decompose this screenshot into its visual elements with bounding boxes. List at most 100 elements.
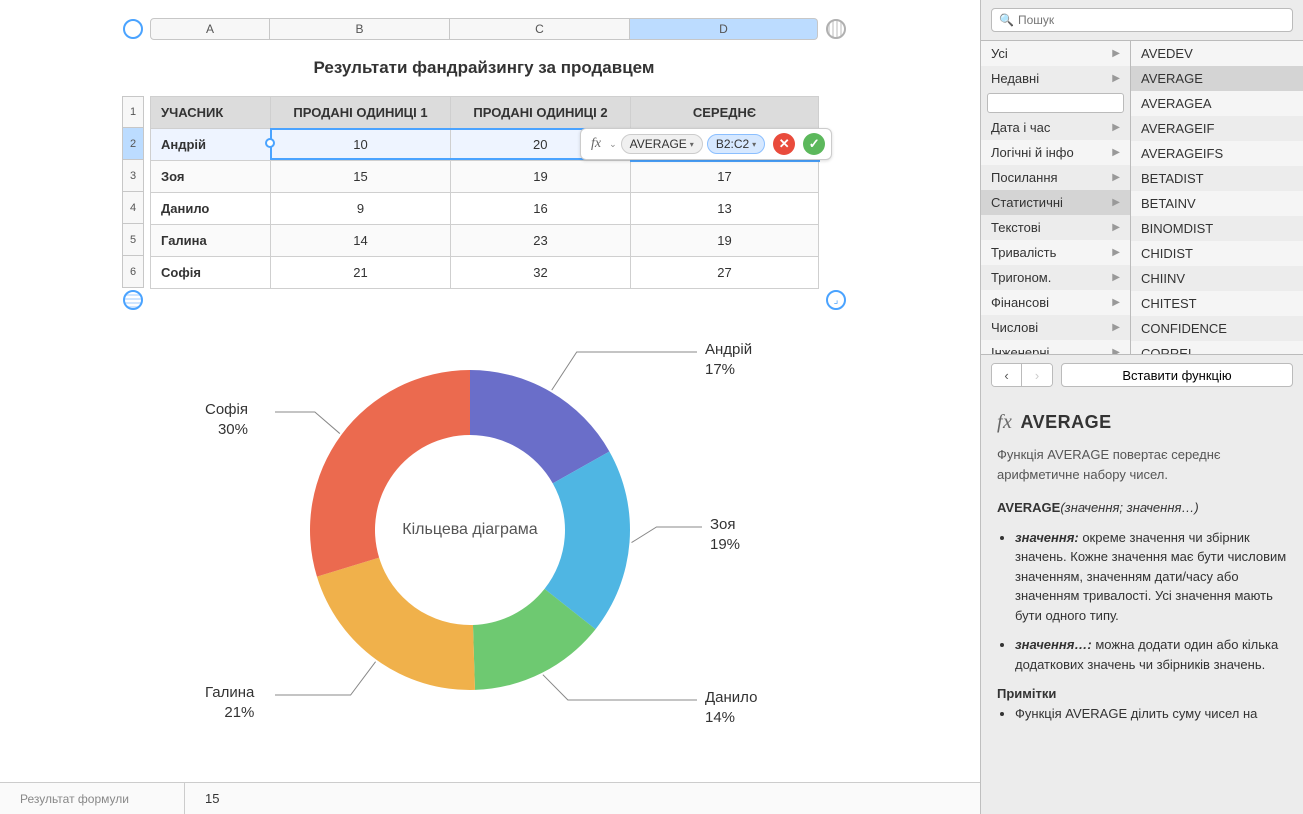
help-notes-heading: Примітки — [997, 684, 1287, 704]
column-header-b[interactable]: B — [270, 18, 450, 40]
cell[interactable]: 13 — [631, 193, 819, 225]
function-item[interactable]: CHIDIST — [1131, 241, 1303, 266]
table-header[interactable]: СЕРЕДНЄ — [631, 97, 819, 129]
cell[interactable]: Галина — [151, 225, 271, 257]
category-item[interactable]: Посилання▶ — [981, 165, 1130, 190]
category-item[interactable]: Фінансові▶ — [981, 290, 1130, 315]
function-item[interactable]: CHIINV — [1131, 266, 1303, 291]
cell[interactable]: 16 — [451, 193, 631, 225]
function-item[interactable]: CORREL — [1131, 341, 1303, 354]
row-header-6[interactable]: 6 — [122, 256, 144, 288]
cell[interactable]: 15 — [271, 161, 451, 193]
function-item[interactable]: AVEDEV — [1131, 41, 1303, 66]
chart-center-label: Кільцева діаграма — [390, 521, 550, 539]
cell[interactable]: 21 — [271, 257, 451, 289]
category-item[interactable]: Інженерні▶ — [981, 340, 1130, 354]
category-item[interactable]: Текстові▶ — [981, 215, 1130, 240]
fx-icon: fx — [997, 407, 1012, 437]
category-item[interactable]: Логічні й інфо▶ — [981, 140, 1130, 165]
chart-label: Андрій17% — [705, 340, 752, 379]
row-header-1[interactable]: 1 — [122, 96, 144, 128]
donut-slice[interactable] — [317, 558, 475, 690]
add-column-handle[interactable] — [826, 19, 846, 39]
cell[interactable]: 27 — [631, 257, 819, 289]
help-description: Функція AVERAGE повертає середнє арифмет… — [997, 445, 1287, 484]
column-header-d[interactable]: D — [630, 18, 818, 40]
chart-label: Софія30% — [205, 400, 248, 439]
formula-range-token[interactable]: B2:C2 ▾ — [707, 134, 765, 154]
insert-function-button[interactable]: Вставити функцію — [1061, 363, 1293, 387]
selection-handle-left[interactable] — [265, 138, 275, 148]
row-headers: 123456 — [122, 96, 144, 288]
cell[interactable]: 19 — [631, 225, 819, 257]
function-help: fxAVERAGE Функція AVERAGE повертає серед… — [981, 395, 1303, 814]
table-title[interactable]: Результати фандрайзингу за продавцем — [150, 58, 818, 78]
donut-slice[interactable] — [310, 370, 470, 577]
cell[interactable]: 14 — [271, 225, 451, 257]
category-list[interactable]: Усі▶Недавні▶ Дата і час▶Логічні й інфо▶По… — [981, 41, 1131, 354]
help-note-1: Функція AVERAGE ділить суму чисел на — [1015, 704, 1287, 724]
cell[interactable]: Зоя — [151, 161, 271, 193]
cell[interactable]: Данило — [151, 193, 271, 225]
column-header-c[interactable]: C — [450, 18, 630, 40]
cell[interactable]: 23 — [451, 225, 631, 257]
nav-forward-button[interactable]: › — [1022, 364, 1052, 386]
function-item[interactable]: AVERAGEIF — [1131, 116, 1303, 141]
function-item[interactable]: CONFIDENCE — [1131, 316, 1303, 341]
cell[interactable]: Софія — [151, 257, 271, 289]
function-list[interactable]: AVEDEVAVERAGEAVERAGEAAVERAGEIFAVERAGEIFS… — [1131, 41, 1303, 354]
function-item[interactable]: BINOMDIST — [1131, 216, 1303, 241]
formula-confirm-button[interactable]: ✓ — [803, 133, 825, 155]
nav-back-button[interactable]: ‹ — [992, 364, 1022, 386]
formula-cancel-button[interactable]: ✕ — [773, 133, 795, 155]
chart-label: Зоя19% — [710, 515, 740, 554]
cell[interactable]: 19 — [451, 161, 631, 193]
category-item[interactable]: Статистичні▶ — [981, 190, 1130, 215]
function-item[interactable]: BETADIST — [1131, 166, 1303, 191]
cell[interactable]: 17 — [631, 161, 819, 193]
table-origin-handle[interactable] — [123, 19, 143, 39]
fx-dropdown-icon[interactable]: ⌄ — [609, 139, 617, 150]
function-browser: Усі▶Недавні▶ Дата і час▶Логічні й інфо▶По… — [981, 40, 1303, 355]
formula-function-name: AVERAGE — [630, 137, 687, 151]
table-header[interactable]: УЧАСНИК — [151, 97, 271, 129]
formula-result-value: 15 — [185, 791, 239, 806]
row-header-2[interactable]: 2 — [122, 128, 144, 160]
resize-table-handle[interactable]: ⌟ — [826, 290, 846, 310]
category-item[interactable]: Недавні▶ — [981, 66, 1130, 91]
help-arg-2: значення…: можна додати один або кілька … — [1015, 635, 1287, 674]
chevron-down-icon: ▾ — [690, 140, 694, 149]
add-row-handle[interactable] — [123, 290, 143, 310]
category-item[interactable]: Тригоном.▶ — [981, 265, 1130, 290]
category-item[interactable]: Тривалість▶ — [981, 240, 1130, 265]
search-input[interactable] — [991, 8, 1293, 32]
donut-chart[interactable]: Кільцева діаграма Андрій17%Зоя19%Данило1… — [150, 320, 830, 760]
category-item[interactable]: Дата і час▶ — [981, 115, 1130, 140]
category-item[interactable]: Усі▶ — [981, 41, 1130, 66]
function-item[interactable]: AVERAGE — [1131, 66, 1303, 91]
cell[interactable]: Андрій — [151, 129, 271, 161]
nav-segmented: ‹ › — [991, 363, 1053, 387]
function-item[interactable]: AVERAGEA — [1131, 91, 1303, 116]
category-filter-input[interactable] — [987, 93, 1124, 113]
function-item[interactable]: BETAINV — [1131, 191, 1303, 216]
cell[interactable]: 10 — [271, 129, 451, 161]
row-header-4[interactable]: 4 — [122, 192, 144, 224]
row-header-5[interactable]: 5 — [122, 224, 144, 256]
data-table: УЧАСНИКПРОДАНІ ОДИНИЦІ 1ПРОДАНІ ОДИНИЦІ … — [150, 96, 820, 289]
table-header[interactable]: ПРОДАНІ ОДИНИЦІ 2 — [451, 97, 631, 129]
formula-editor[interactable]: fx ⌄ AVERAGE ▾ B2:C2 ▾ ✕ ✓ — [580, 128, 832, 160]
category-item[interactable]: Числові▶ — [981, 315, 1130, 340]
column-header-a[interactable]: A — [150, 18, 270, 40]
fx-icon: fx — [587, 136, 605, 152]
table-header[interactable]: ПРОДАНІ ОДИНИЦІ 1 — [271, 97, 451, 129]
chevron-down-icon: ▾ — [752, 140, 756, 149]
cell[interactable]: 32 — [451, 257, 631, 289]
row-header-3[interactable]: 3 — [122, 160, 144, 192]
function-item[interactable]: CHITEST — [1131, 291, 1303, 316]
cell[interactable]: 9 — [271, 193, 451, 225]
function-sidebar: 🔍 Усі▶Недавні▶Дата і час▶Логічні й інфо▶… — [980, 0, 1303, 814]
column-headers: ABCD — [150, 18, 818, 40]
formula-function-token[interactable]: AVERAGE ▾ — [621, 134, 703, 154]
function-item[interactable]: AVERAGEIFS — [1131, 141, 1303, 166]
